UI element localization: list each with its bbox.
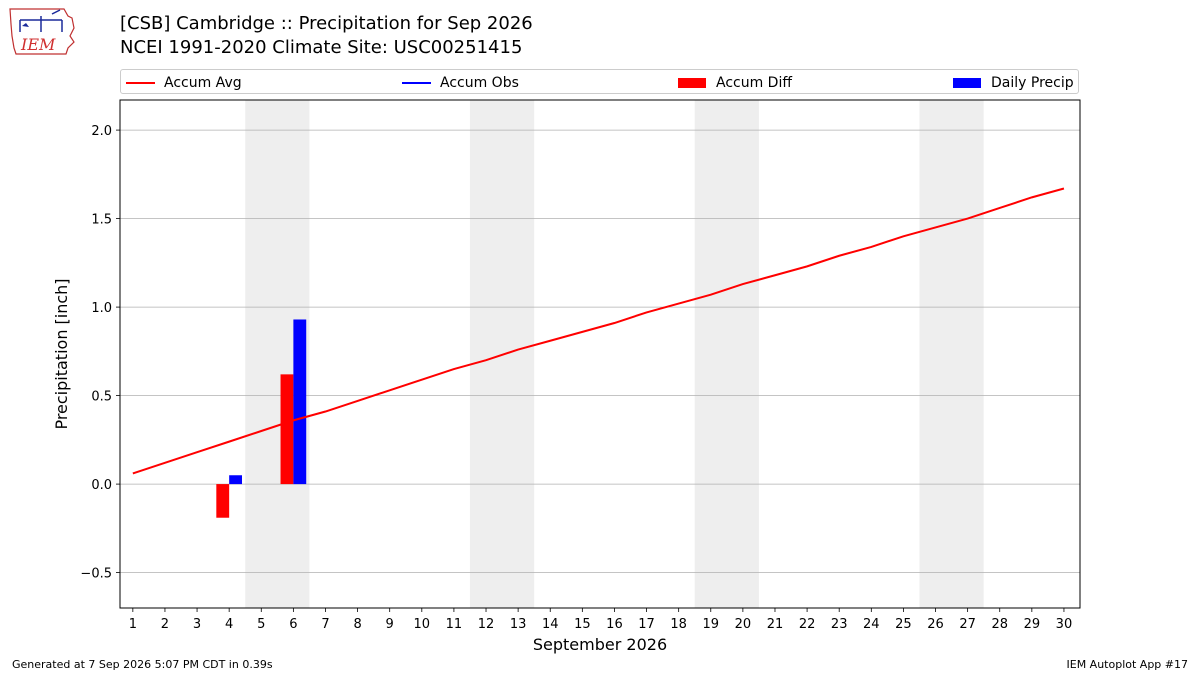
legend-item-accum-diff: Accum Diff	[678, 70, 792, 95]
x-tick-label: 3	[193, 617, 201, 632]
weekend-shade-4	[919, 100, 984, 608]
x-tick-label: 16	[606, 617, 623, 632]
legend-item-daily-precip: Daily Precip	[953, 70, 1074, 95]
x-tick-label: 12	[478, 617, 495, 632]
legend-label-daily-precip: Daily Precip	[991, 74, 1074, 91]
x-tick-label: 22	[799, 617, 816, 632]
x-tick-label: 6	[289, 617, 297, 632]
x-tick-label: 26	[927, 617, 944, 632]
x-tick-label: 11	[446, 617, 463, 632]
x-tick-label: 17	[638, 617, 655, 632]
x-tick-label: 1	[129, 617, 137, 632]
legend-swatch-accum-avg	[126, 81, 155, 84]
legend-label-accum-diff: Accum Diff	[716, 74, 793, 91]
x-tick-label: 23	[831, 617, 848, 632]
x-tick-label: 2	[161, 617, 169, 632]
x-tick-label: 28	[991, 617, 1008, 632]
accum-avg-line	[132, 187, 1065, 475]
legend-item-accum-avg: Accum Avg	[126, 70, 242, 95]
x-tick-label: 10	[414, 617, 431, 632]
y-tick-label: 0.0	[91, 478, 112, 493]
x-tick-label: 13	[510, 617, 527, 632]
legend-swatch-accum-diff	[678, 77, 706, 88]
x-tick-label: 29	[1024, 617, 1041, 632]
daily-precip-bar	[229, 475, 243, 485]
x-tick-label: 30	[1056, 617, 1073, 632]
app-credit: IEM Autoplot App #17	[1066, 658, 1189, 671]
y-axis-label: Precipitation [inch]	[52, 278, 71, 429]
x-tick-label: 19	[702, 617, 719, 632]
x-tick-label: 25	[895, 617, 912, 632]
accum-diff-bar	[216, 484, 230, 518]
daily-precip-bar	[293, 319, 307, 485]
iem-logo-graphic: IEM	[9, 8, 75, 55]
y-tick-label: 1.5	[91, 213, 112, 228]
accum-diff-bar	[280, 374, 294, 485]
x-tick-label: 24	[863, 617, 880, 632]
chart-legend: Accum Avg Accum Obs Accum Diff Daily Pre…	[120, 69, 1079, 94]
x-tick-label: 21	[767, 617, 784, 632]
plot-frame	[119, 99, 1081, 609]
x-tick-label: 5	[257, 617, 265, 632]
x-tick-label: 8	[353, 617, 361, 632]
chart-subtitle: NCEI 1991-2020 Climate Site: USC00251415	[120, 37, 523, 58]
iem-logo: IEM	[8, 6, 80, 58]
x-tick-label: 7	[321, 617, 329, 632]
x-tick-label: 4	[225, 617, 233, 632]
x-tick-label: 20	[735, 617, 752, 632]
x-tick-label: 9	[386, 617, 394, 632]
y-tick-label: 2.0	[91, 124, 112, 139]
weekend-shade-3	[694, 100, 759, 608]
legend-label-accum-obs: Accum Obs	[440, 74, 519, 91]
y-tick-label: 0.5	[91, 390, 112, 405]
legend-swatch-daily-precip	[953, 77, 981, 88]
chart-title: [CSB] Cambridge :: Precipitation for Sep…	[120, 13, 533, 34]
y-tick-label: −0.5	[80, 567, 112, 582]
x-tick-label: 15	[574, 617, 591, 632]
y-tick-label: 1.0	[91, 301, 112, 316]
x-tick-label: 14	[542, 617, 559, 632]
legend-item-accum-obs: Accum Obs	[402, 70, 519, 95]
legend-swatch-accum-obs	[402, 81, 431, 84]
x-tick-label: 27	[959, 617, 976, 632]
x-axis-label: September 2026	[533, 635, 667, 654]
legend-label-accum-avg: Accum Avg	[164, 74, 242, 91]
generated-timestamp: Generated at 7 Sep 2026 5:07 PM CDT in 0…	[12, 658, 273, 671]
x-tick-label: 18	[670, 617, 687, 632]
iem-logo-text: IEM	[20, 35, 56, 54]
